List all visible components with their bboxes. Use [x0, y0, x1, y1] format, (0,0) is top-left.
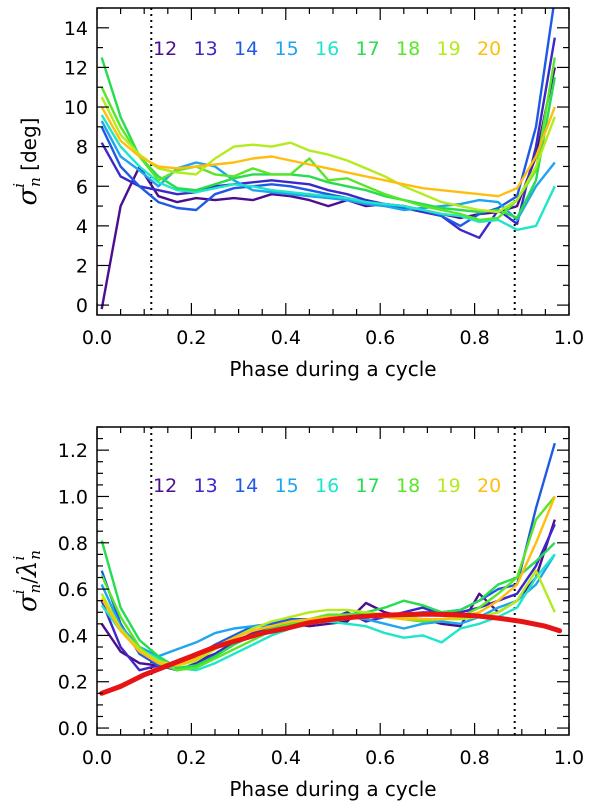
top-xtick-label: 1.0 — [554, 327, 584, 349]
top-legend-17: 17 — [356, 38, 380, 60]
top-legend-20: 20 — [477, 38, 501, 60]
top-xtick-label: 0.6 — [365, 327, 395, 349]
bottom-legend-12: 12 — [153, 475, 177, 497]
top-panel: 0.0 0.2 0.4 0.6 0.8 1.0 0 2 4 6 8 10 12 14 Phase durin… — [10, 7, 584, 381]
top-legend-13: 13 — [194, 38, 218, 60]
bottom-series-20 — [100, 496, 556, 667]
top-series-13 — [100, 37, 556, 240]
top-legend-14: 14 — [234, 38, 258, 60]
top-series-20 — [100, 106, 556, 198]
bottom-x-axis-title: Phase during a cycle — [229, 777, 436, 801]
bottom-ytick-label: 1.0 — [58, 486, 88, 508]
bottom-series-18 — [100, 495, 556, 672]
bottom-xtick-label: 0.0 — [82, 747, 112, 769]
top-series-14 — [100, 8, 555, 228]
top-legend-12: 12 — [153, 38, 177, 60]
bottom-xtick-label: 1.0 — [554, 747, 584, 769]
bottom-legend-20: 20 — [477, 475, 501, 497]
bottom-legend-17: 17 — [356, 475, 380, 497]
bottom-ytick-label: 0.2 — [58, 672, 88, 694]
bottom-fit-line — [99, 611, 563, 696]
bottom-ytick-label: 0.4 — [58, 625, 88, 647]
top-series-19 — [100, 96, 556, 214]
top-series-18 — [100, 57, 556, 222]
bottom-xtick-label: 0.2 — [176, 747, 206, 769]
bottom-ytick-label: 1.2 — [58, 440, 88, 462]
top-xtick-label: 0.4 — [271, 327, 301, 349]
bottom-y-axis-title: σin/λin — [10, 550, 44, 612]
bottom-legend-16: 16 — [315, 475, 339, 497]
bottom-legend-13: 13 — [194, 475, 218, 497]
bottom-panel: 0.0 0.2 0.4 0.6 0.8 1.0 0.0 0.2 0.4 0.6 0.8 1.0 1.2 P… — [10, 426, 584, 801]
top-ytick-label: 0 — [76, 295, 88, 317]
bottom-xtick-label: 0.8 — [459, 747, 489, 769]
top-legend-15: 15 — [275, 38, 299, 60]
top-ytick-label: 2 — [76, 255, 88, 277]
bottom-series-12 — [100, 519, 556, 667]
top-x-axis-title: Phase during a cycle — [229, 357, 436, 381]
top-xtick-label: 0.0 — [82, 327, 112, 349]
bottom-legend-15: 15 — [275, 475, 299, 497]
top-legend-18: 18 — [396, 38, 420, 60]
top-series-17 — [100, 57, 556, 220]
top-ytick-label: 12 — [64, 57, 88, 79]
bottom-ytick-label: 0.6 — [58, 579, 88, 601]
bottom-axes-frame — [96, 426, 570, 736]
top-ytick-label: 8 — [76, 137, 88, 159]
top-series-16 — [100, 114, 556, 232]
top-ytick-label: 6 — [76, 176, 88, 198]
bottom-legend-18: 18 — [396, 475, 420, 497]
bottom-ytick-label: 0.8 — [58, 533, 88, 555]
bottom-legend-14: 14 — [234, 475, 258, 497]
top-legend-16: 16 — [315, 38, 339, 60]
top-legend-19: 19 — [437, 38, 461, 60]
top-y-axis-title: σin [deg] — [10, 118, 44, 206]
top-ytick-label: 4 — [76, 216, 88, 238]
top-xtick-label: 0.8 — [459, 327, 489, 349]
bottom-ytick-label: 0.0 — [58, 718, 88, 740]
bottom-xtick-label: 0.6 — [365, 747, 395, 769]
bottom-legend-19: 19 — [437, 475, 461, 497]
bottom-xtick-label: 0.4 — [271, 747, 301, 769]
top-xtick-label: 0.2 — [176, 327, 206, 349]
top-ytick-label: 14 — [64, 18, 88, 40]
top-ytick-label: 10 — [64, 97, 88, 119]
